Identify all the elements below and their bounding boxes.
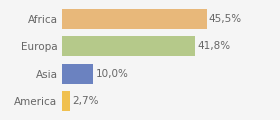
- Bar: [62, 91, 70, 111]
- Text: 45,5%: 45,5%: [209, 14, 242, 24]
- Text: 2,7%: 2,7%: [73, 96, 99, 106]
- Text: 10,0%: 10,0%: [96, 69, 129, 79]
- Text: 41,8%: 41,8%: [197, 41, 230, 51]
- Bar: [62, 64, 94, 84]
- Bar: [62, 36, 195, 56]
- Bar: [62, 9, 207, 29]
